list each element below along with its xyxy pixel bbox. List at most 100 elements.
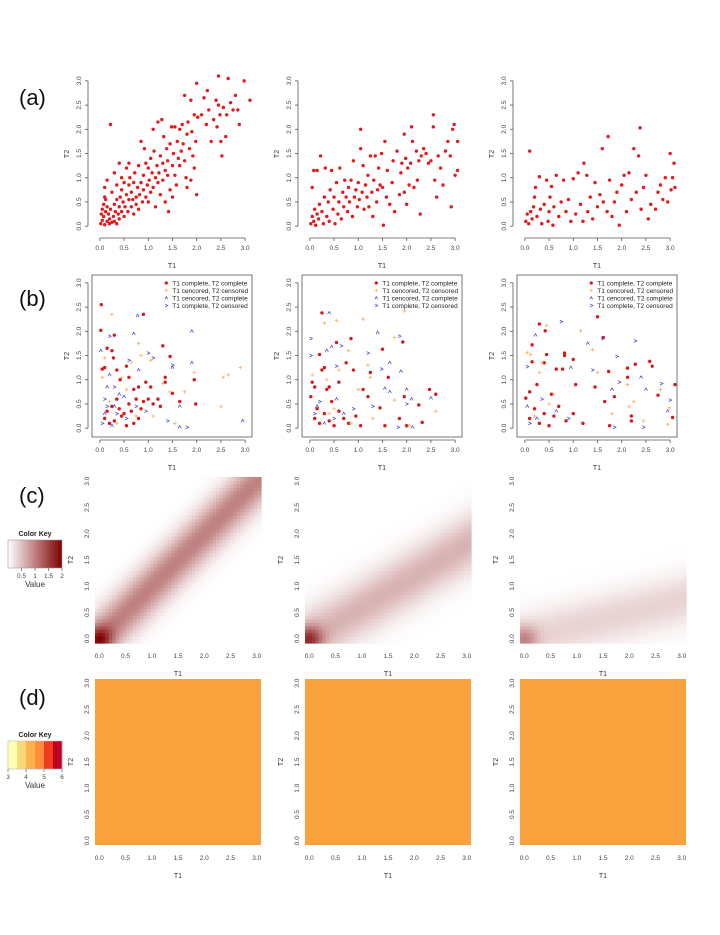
heatmap-cell xyxy=(422,560,427,565)
data-point xyxy=(379,151,384,156)
heatmap-cell xyxy=(191,584,196,589)
heatmap-cell xyxy=(422,580,427,585)
heatmap-cell xyxy=(202,577,207,582)
heatmap-cell xyxy=(157,525,162,530)
heatmap-cell xyxy=(101,549,106,554)
heatmap-cell xyxy=(398,608,403,613)
heatmap-cell xyxy=(422,490,427,495)
heatmap-cell xyxy=(233,618,238,623)
heatmap-cell xyxy=(254,622,259,627)
heatmap-cell xyxy=(195,629,200,634)
heatmap-cell xyxy=(198,604,203,610)
data-point xyxy=(322,195,327,199)
heatmap-cell xyxy=(405,591,410,596)
heatmap-cell xyxy=(209,480,214,485)
heatmap-cell xyxy=(240,573,245,578)
data-point xyxy=(113,209,118,214)
heatmap-cell xyxy=(95,528,100,533)
heatmap-cell xyxy=(112,563,117,568)
heatmap-cell xyxy=(363,542,368,547)
heatmap-cell xyxy=(329,618,334,623)
heatmap-cell xyxy=(212,622,217,627)
x-tick-label: 1.0 xyxy=(569,245,578,252)
heatmap-cell xyxy=(178,542,183,547)
data-point xyxy=(337,380,341,384)
data-point xyxy=(383,424,387,428)
heatmap-cell xyxy=(157,553,162,558)
heatmap-cell xyxy=(336,604,341,610)
x-tick-label: 0.0 xyxy=(305,245,314,252)
heatmap-cell xyxy=(240,525,245,530)
data-point xyxy=(357,197,361,202)
heatmap-cell xyxy=(325,604,330,610)
heatmap-cell xyxy=(349,604,355,610)
heatmap-cell xyxy=(171,542,176,547)
heatmap-cell xyxy=(412,618,417,623)
heatmap-cell xyxy=(305,618,310,623)
heatmap-cell xyxy=(346,570,351,575)
heatmap-cell xyxy=(157,501,162,506)
heatmap-cell xyxy=(339,618,344,623)
heatmap-cell xyxy=(429,636,434,641)
data-point xyxy=(107,421,112,426)
heatmap-cell xyxy=(191,535,196,540)
heatmap-cell xyxy=(101,560,106,565)
heatmap-cell xyxy=(184,594,189,599)
heatmap-cell xyxy=(405,504,410,509)
color-key-value-label: Value xyxy=(25,580,45,589)
heatmap-cell xyxy=(432,618,438,623)
heatmap-cell xyxy=(419,535,424,540)
heatmap-cell xyxy=(101,539,106,544)
heatmap-cell xyxy=(174,501,179,506)
heatmap-cell xyxy=(233,573,238,578)
color-key-swatch xyxy=(53,741,63,769)
heatmap-cell xyxy=(233,549,238,554)
heatmap-cell xyxy=(195,594,200,599)
heatmap-cell xyxy=(119,487,124,492)
heatmap-cell xyxy=(322,611,327,616)
heatmap-cell xyxy=(363,504,368,509)
heatmap-cell xyxy=(95,573,100,578)
heatmap-cell xyxy=(377,511,382,516)
heatmap-cell xyxy=(318,556,323,561)
heatmap-cell xyxy=(356,494,361,499)
heatmap-cell xyxy=(209,490,214,495)
heatmap-cell xyxy=(153,611,158,616)
heatmap-cell xyxy=(343,515,348,520)
heatmap-cell xyxy=(426,549,431,554)
heatmap-cell xyxy=(394,570,399,575)
heatmap-cell xyxy=(101,587,106,592)
heatmap-cell xyxy=(332,515,337,520)
heatmap-cell xyxy=(146,584,151,589)
heatmap-cell xyxy=(212,618,217,623)
heatmap-cell xyxy=(332,566,337,571)
heatmap-cell xyxy=(370,480,375,485)
heatmap-cell xyxy=(257,532,262,537)
heatmap-cell xyxy=(346,494,351,499)
heatmap-cell xyxy=(119,618,124,623)
heatmap-cell xyxy=(367,546,372,551)
heatmap-cell xyxy=(311,584,316,589)
heatmap-cell xyxy=(343,542,348,547)
heatmap-cell xyxy=(363,539,368,544)
heatmap-cell xyxy=(343,539,348,544)
heatmap-cell xyxy=(405,580,410,585)
heatmap-cell xyxy=(356,573,361,578)
heatmap-cell xyxy=(126,573,131,578)
heatmap-cell xyxy=(105,477,110,482)
heatmap-cell xyxy=(388,625,393,630)
heatmap-cell xyxy=(305,549,310,554)
heatmap-cell xyxy=(401,525,406,530)
heatmap-cell xyxy=(146,532,151,537)
heatmap-cell xyxy=(257,573,262,578)
heatmap-cell xyxy=(95,587,100,592)
heatmap-cell xyxy=(139,521,145,527)
heatmap-cell xyxy=(419,487,424,492)
heatmap-cell xyxy=(398,477,403,482)
heatmap-cell xyxy=(415,625,420,630)
heatmap-cell xyxy=(143,573,148,578)
heatmap-cell xyxy=(112,629,117,634)
heatmap-cell xyxy=(243,515,248,520)
heatmap-cell xyxy=(167,483,172,488)
heatmap-cell xyxy=(250,632,255,637)
